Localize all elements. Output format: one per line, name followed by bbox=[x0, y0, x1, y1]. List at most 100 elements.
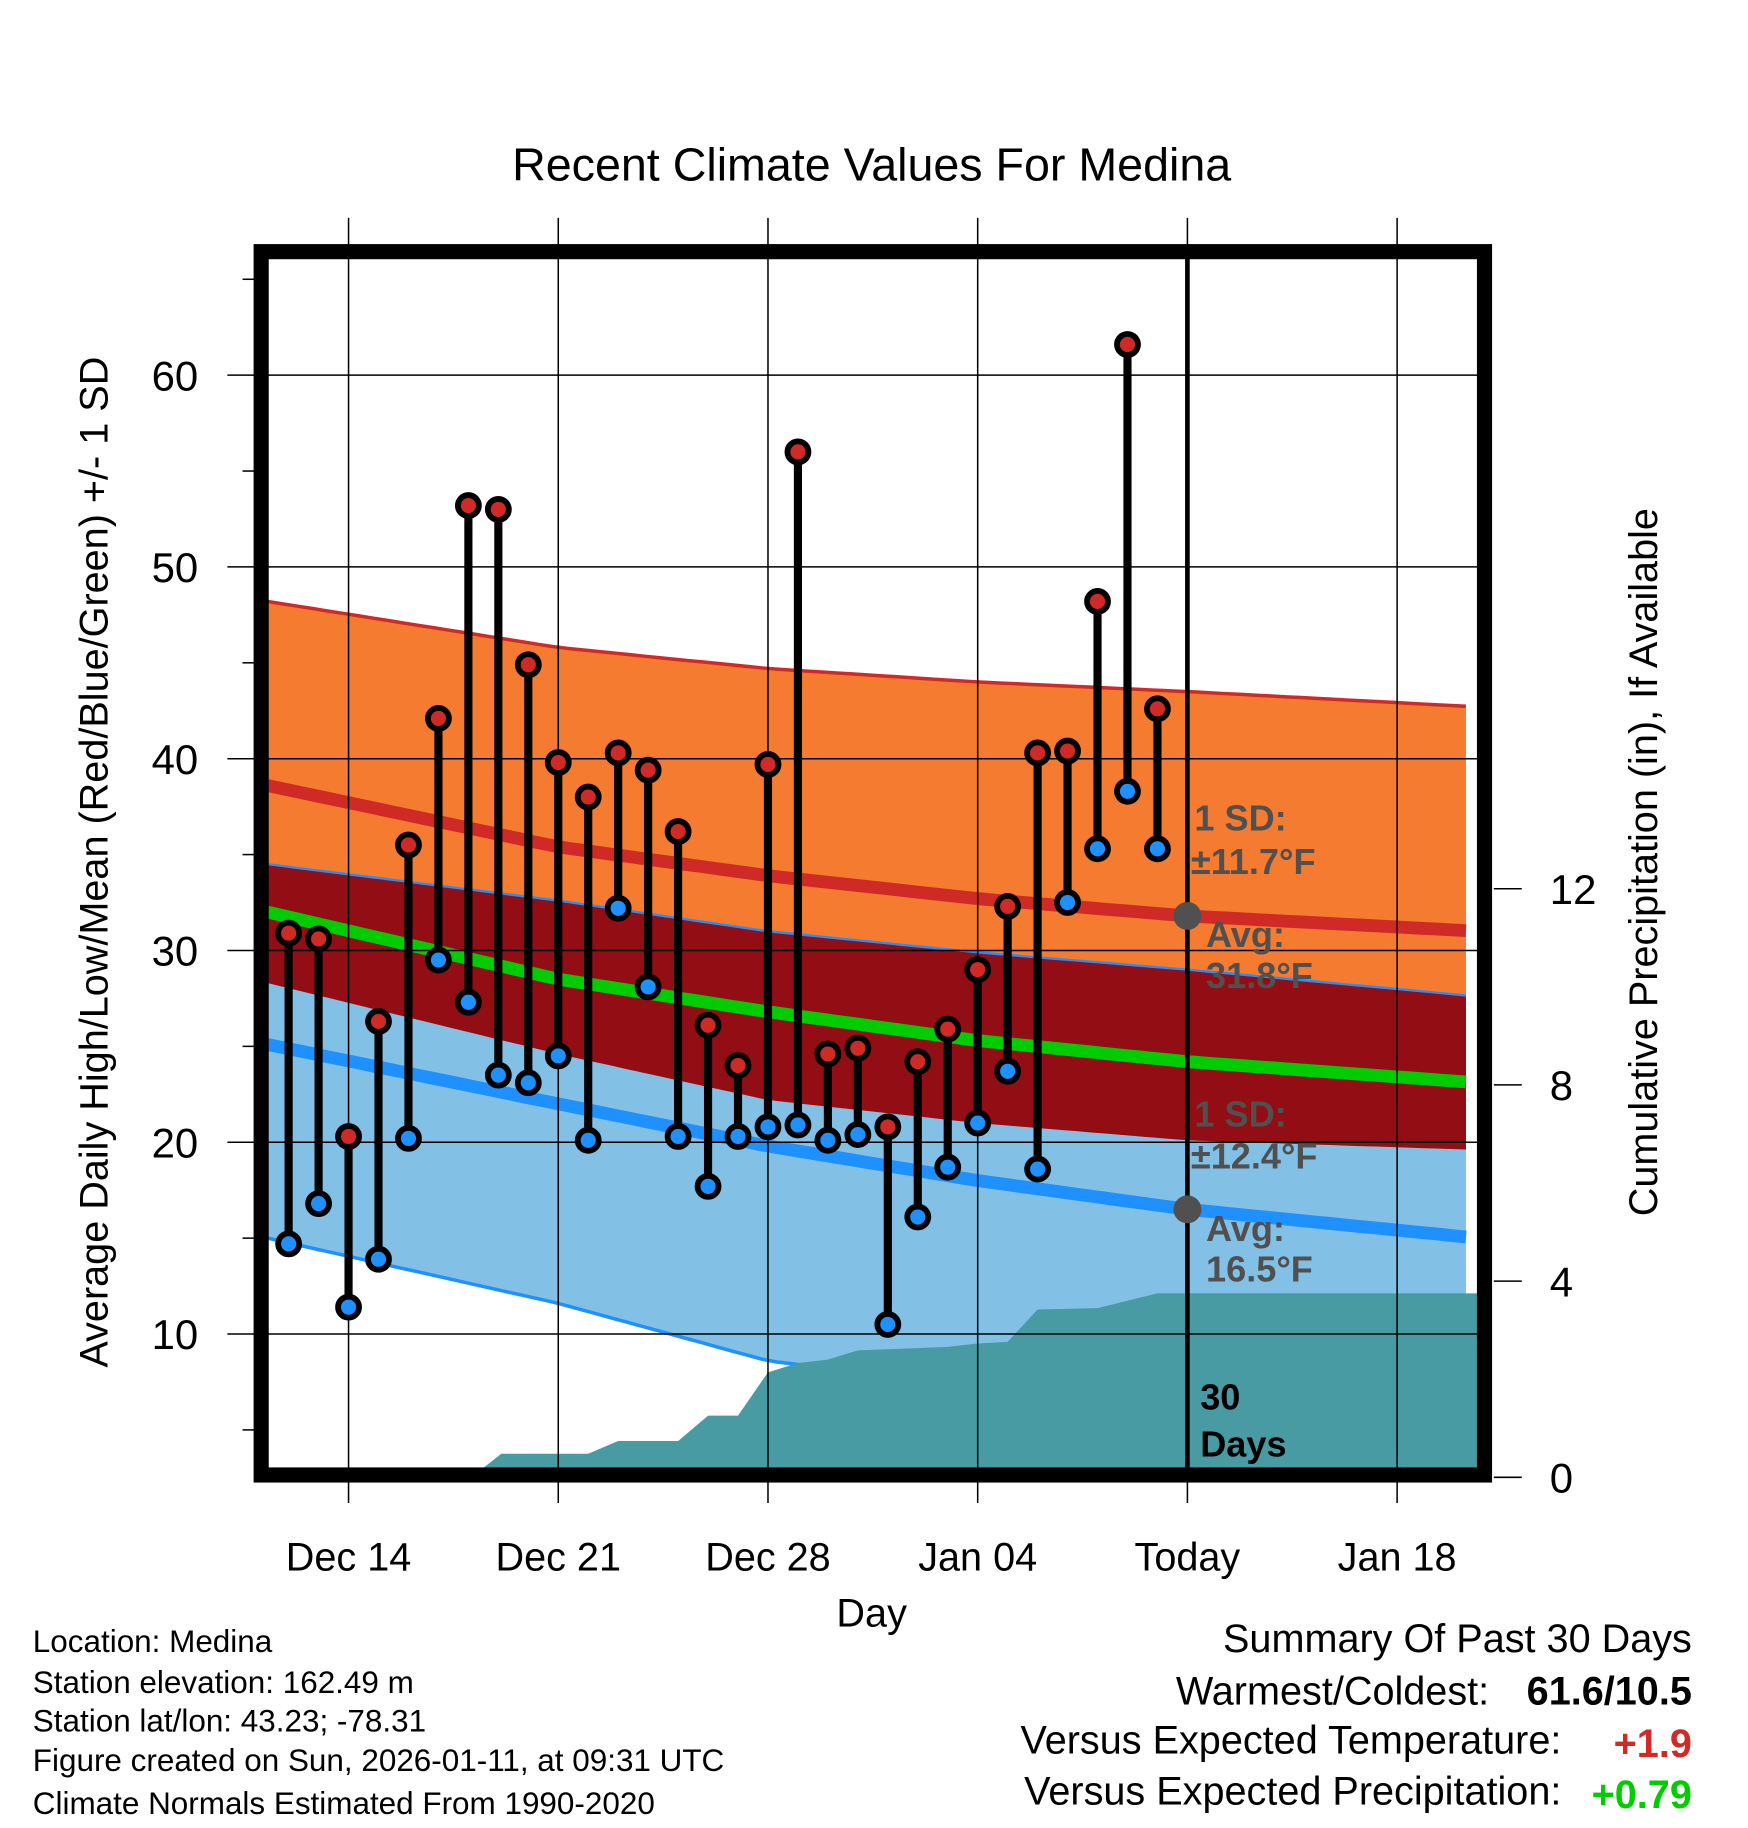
daily-low-point bbox=[994, 1057, 1022, 1085]
warm-cold-label: Warmest/Coldest: bbox=[1176, 1670, 1489, 1714]
daily-high-point bbox=[574, 783, 602, 811]
low-mean-line bbox=[268, 1038, 1467, 1244]
y-tick-label: 20 bbox=[152, 1119, 199, 1166]
annotation-low-sd-value: ±12.4°F bbox=[1191, 1136, 1318, 1177]
daily-high-point bbox=[1024, 739, 1052, 767]
annotation-high-sd-value: ±11.7°F bbox=[1191, 841, 1316, 882]
daily-low-point bbox=[724, 1123, 752, 1150]
summary-title: Summary Of Past 30 Days bbox=[1223, 1617, 1692, 1661]
daily-low-point bbox=[425, 946, 452, 974]
high-avg-point bbox=[1173, 901, 1202, 930]
daily-low-point bbox=[335, 1293, 362, 1321]
daily-high-point bbox=[1144, 695, 1171, 723]
daily-high-point bbox=[275, 919, 303, 947]
temp-anomaly-value: +1.9 bbox=[1614, 1722, 1692, 1766]
info-elevation: Station elevation: 162.49 m bbox=[33, 1665, 414, 1700]
annotation-high-avg-value: 31.8°F bbox=[1206, 955, 1313, 996]
daily-high-point bbox=[305, 925, 332, 953]
daily-low-point bbox=[964, 1109, 992, 1137]
annotation-low-avg-label: Avg: bbox=[1206, 1208, 1285, 1249]
daily-high-point bbox=[365, 1008, 392, 1035]
x-tick-label: Jan 04 bbox=[918, 1536, 1037, 1580]
x-tick-label: Today bbox=[1135, 1536, 1241, 1580]
info-created: Figure created on Sun, 2026-01-11, at 09… bbox=[33, 1743, 724, 1778]
daily-high-point bbox=[694, 1011, 722, 1039]
daily-low-point bbox=[844, 1121, 872, 1148]
daily-high-point bbox=[994, 892, 1022, 920]
daily-low-point bbox=[634, 973, 662, 1001]
precip-area bbox=[483, 1293, 1478, 1468]
daily-marks bbox=[275, 331, 1171, 1338]
overlap-band bbox=[268, 864, 1466, 1150]
daily-low-point bbox=[664, 1123, 692, 1150]
daily-high-point bbox=[335, 1123, 362, 1150]
y-tick-label: 40 bbox=[152, 736, 199, 783]
daily-low-point bbox=[694, 1172, 722, 1200]
y-tick-label: 50 bbox=[152, 544, 199, 591]
daily-high-point bbox=[544, 749, 572, 776]
daily-high-point bbox=[634, 756, 662, 784]
daily-high-point bbox=[484, 495, 512, 523]
x-axis-label: Day bbox=[836, 1591, 907, 1635]
station-info: Location: Medina Station elevation: 162.… bbox=[33, 1624, 724, 1821]
daily-low-point bbox=[904, 1203, 932, 1231]
x-tick-label: Dec 21 bbox=[496, 1536, 622, 1580]
daily-low-point bbox=[395, 1125, 422, 1152]
chart-title: Recent Climate Values For Medina bbox=[512, 139, 1231, 191]
daily-high-point bbox=[425, 705, 452, 732]
daily-low-point bbox=[544, 1042, 572, 1070]
daily-low-point bbox=[1144, 835, 1171, 863]
y-tick-label: 10 bbox=[152, 1311, 199, 1358]
daily-low-point bbox=[1114, 777, 1141, 805]
precip-anomaly-label: Versus Expected Precipitation: bbox=[1024, 1770, 1561, 1814]
y-tick-label: 60 bbox=[152, 352, 199, 399]
daily-low-point bbox=[1024, 1155, 1052, 1183]
daily-low-point bbox=[454, 988, 482, 1016]
daily-low-point bbox=[754, 1113, 782, 1141]
x-tick-label: Dec 14 bbox=[286, 1536, 412, 1580]
daily-high-point bbox=[784, 438, 812, 466]
info-latlon: Station lat/lon: 43.23; -78.31 bbox=[33, 1703, 426, 1738]
daily-high-point bbox=[844, 1034, 872, 1062]
daily-high-point bbox=[754, 751, 782, 778]
annotation-low-avg-value: 16.5°F bbox=[1206, 1249, 1313, 1290]
precip-anomaly-value: +0.79 bbox=[1592, 1773, 1692, 1817]
daily-low-point bbox=[305, 1190, 332, 1218]
y-tick-label: 30 bbox=[152, 928, 199, 975]
plot-frame bbox=[253, 244, 1493, 1483]
y-axis-label: Average Daily High/Low/Mean (Red/Blue/Gr… bbox=[72, 357, 116, 1368]
annotation-high-avg-label: Avg: bbox=[1206, 914, 1285, 955]
daily-high-point bbox=[454, 492, 482, 519]
y2-tick-label: 12 bbox=[1550, 866, 1597, 913]
daily-high-point bbox=[1114, 331, 1141, 358]
y2-axis-label: Cumulative Precipitation (in), If Availa… bbox=[1622, 508, 1666, 1216]
daily-low-point bbox=[814, 1126, 842, 1154]
y2-tick-label: 8 bbox=[1550, 1062, 1573, 1109]
daily-low-point bbox=[365, 1245, 392, 1273]
daily-low-point bbox=[574, 1126, 602, 1154]
annotation-high-sd-label: 1 SD: bbox=[1194, 798, 1286, 839]
daily-low-point bbox=[934, 1153, 962, 1181]
daily-high-point bbox=[395, 831, 422, 859]
daily-high-point bbox=[814, 1040, 842, 1068]
info-normals: Climate Normals Estimated From 1990-2020 bbox=[33, 1786, 655, 1821]
precip-cumulative-area bbox=[483, 1293, 1478, 1468]
daily-high-point bbox=[964, 956, 992, 984]
daily-low-point bbox=[874, 1311, 902, 1338]
daily-high-point bbox=[724, 1052, 752, 1079]
summary: Summary Of Past 30 Days Warmest/Coldest:… bbox=[1020, 1617, 1691, 1817]
daily-low-point bbox=[1054, 889, 1081, 916]
daily-high-point bbox=[1054, 737, 1081, 765]
daily-low-point bbox=[275, 1230, 303, 1258]
daily-low-point bbox=[604, 894, 632, 922]
y2-tick-label: 4 bbox=[1550, 1258, 1573, 1305]
daily-low-point bbox=[784, 1111, 812, 1139]
annotation-low-sd-label: 1 SD: bbox=[1194, 1094, 1286, 1135]
daily-low-point bbox=[514, 1069, 542, 1097]
info-location: Location: Medina bbox=[33, 1624, 273, 1659]
daily-high-point bbox=[874, 1113, 902, 1141]
daily-high-point bbox=[904, 1048, 932, 1076]
